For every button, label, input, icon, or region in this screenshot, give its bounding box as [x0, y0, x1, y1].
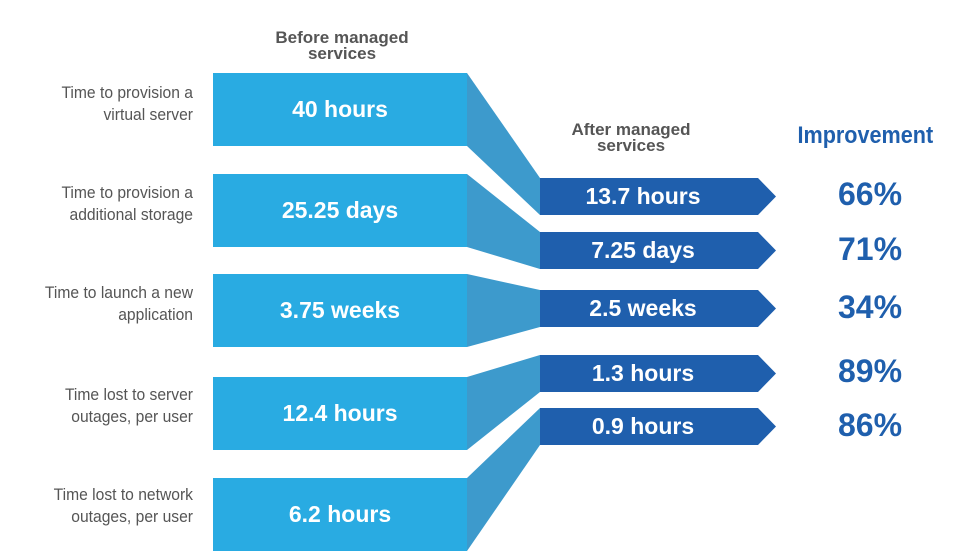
before-value: 12.4 hours [282, 400, 398, 426]
before-value: 40 hours [292, 96, 388, 122]
improvement-network-outages: 86% [837, 407, 903, 443]
header-before: Before managed services [275, 28, 409, 63]
before-value: 3.75 weeks [279, 297, 401, 323]
header-after: After managed services [571, 120, 691, 155]
improvement-server-outages: 89% [837, 353, 903, 389]
improvement-provision-virtual-server: 66% [837, 176, 903, 212]
row-label-network-outages: Time lost to network outages, per user [53, 485, 194, 526]
before-box-server-outages: 12.4 hours [213, 377, 467, 450]
before-box-network-outages: 6.2 hours [213, 478, 467, 551]
arrow-shape [540, 290, 776, 327]
row-label-server-outages: Time lost to server outages, per user [64, 385, 193, 426]
header-improvement: Improvement [797, 122, 934, 149]
before-box-launch-application: 3.75 weeks [213, 274, 467, 347]
connector-band-4 [467, 355, 540, 450]
arrow-shape [540, 178, 776, 215]
arrow-shape [540, 232, 776, 269]
after-box-provision-virtual-server: 13.7 hours [540, 178, 776, 215]
after-box-launch-application: 2.5 weeks [540, 290, 776, 327]
connector-band-1 [467, 73, 540, 215]
after-box-network-outages: 0.9 hours [540, 408, 776, 445]
before-value: 6.2 hours [288, 501, 392, 527]
arrow-shape [540, 408, 776, 445]
after-box-provision-storage: 7.25 days [540, 232, 776, 269]
after-value: 2.5 weeks [589, 295, 697, 321]
after-value: 13.7 hours [585, 183, 701, 209]
row-label-launch-application: Time to launch a new application [44, 283, 193, 324]
row-label-provision-virtual-server: Time to provision a virtual server [61, 83, 194, 124]
before-value: 25.25 days [281, 197, 399, 223]
arrow-shape [540, 355, 776, 392]
after-value: 7.25 days [591, 237, 695, 263]
after-value: 0.9 hours [591, 413, 695, 439]
after-value: 1.3 hours [591, 360, 695, 386]
row-label-provision-storage: Time to provision a additional storage [61, 183, 194, 224]
connector-band-2 [467, 174, 540, 269]
improvement-launch-application: 34% [837, 289, 903, 325]
connector-band-5 [467, 408, 540, 551]
before-box-provision-storage: 25.25 days [213, 174, 467, 247]
improvement-provision-storage: 71% [837, 231, 903, 267]
after-box-server-outages: 1.3 hours [540, 355, 776, 392]
before-box-provision-virtual-server: 40 hours [213, 73, 467, 146]
connector-band-3 [467, 274, 540, 347]
